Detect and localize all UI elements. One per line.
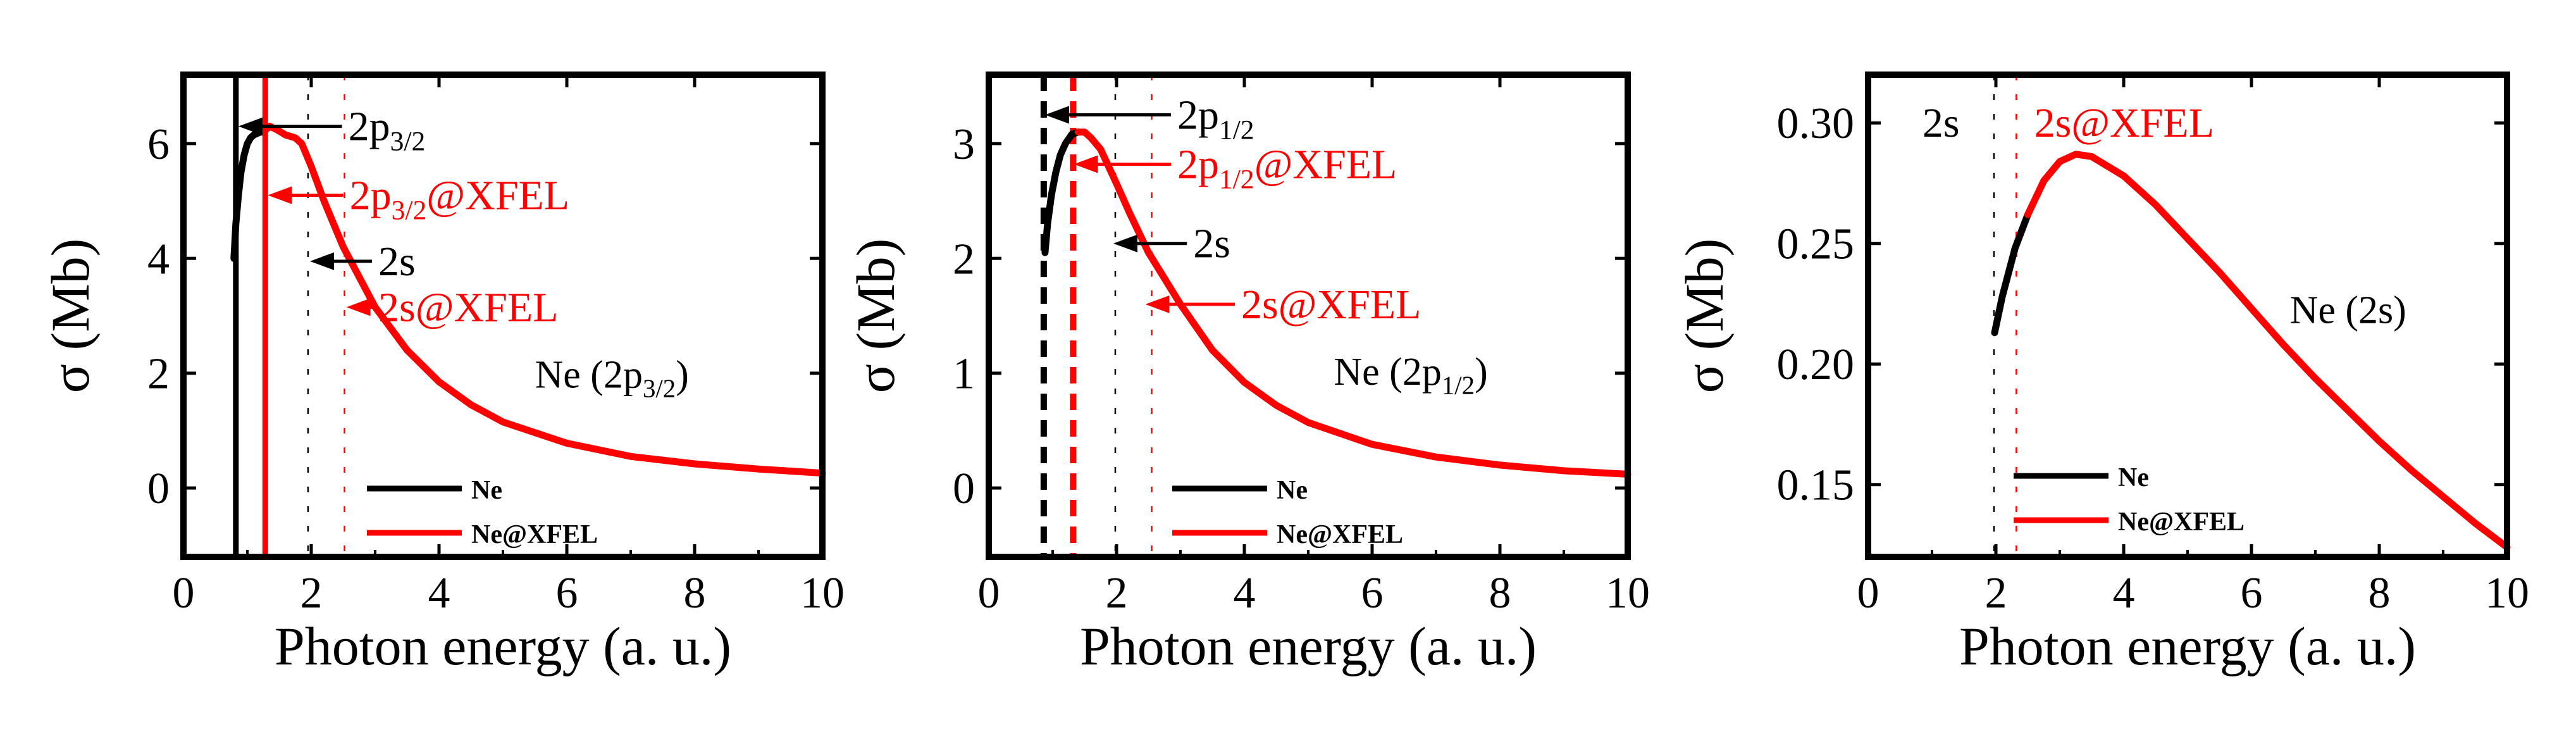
plot2-xtick-label-3: 6 [1361,569,1384,618]
plot2-ytick-label-0: 0 [953,464,975,513]
plot3-xtick-label-3: 6 [2241,569,2263,618]
plot3-frame [1865,72,2510,560]
plot2-ytick-label-1: 1 [953,350,975,399]
plot1-xtick-label-1: 2 [300,569,323,618]
plot2-legend-label-0: Ne [1277,476,1308,505]
plot2-ytick-label-2: 2 [953,235,975,284]
plot1-annotation-1-base: 2p [350,173,392,219]
plot1-annotation-1-sub: 3/2 [392,195,427,225]
plot2-annotation-1-sub: 1/2 [1219,164,1254,194]
plot1-annotation-1: 2p3/2@XFEL [350,173,569,226]
plot3-series-ne-xfel [2024,151,2511,551]
plot1-legend-label-0: Ne [471,476,502,505]
plot2-annotation-0-sub: 1/2 [1219,115,1254,145]
plot1-annotation-3: 2s@XFEL [378,284,558,330]
plot1-series-ne-xfel [259,123,826,477]
plot2-inset-label-suffix: ) [1475,351,1488,394]
plot2-arrow-head-2 [1113,234,1137,252]
plot2-series-ne-xfel [1074,128,1632,478]
plot1-arrow-head-3 [346,298,371,316]
plot2-ytick-label-3: 3 [953,120,975,169]
plot2-inset-label-sub: 1/2 [1442,371,1475,400]
plot3-inset-label: Ne (2s) [2290,289,2406,332]
plot1-xtick-label-5: 10 [800,569,845,618]
plot2-xtick-label-1: 2 [1106,569,1128,618]
plot3-xtick-label-0: 0 [1857,569,1879,618]
plot1-xtick-label-2: 4 [428,569,450,618]
plot1-ytick-label-0: 0 [147,464,170,513]
plot3-xtick-label-5: 10 [2485,569,2529,618]
plot2-arrow-head-3 [1145,295,1170,313]
plot3-xtick-label-1: 2 [1985,569,2007,618]
plot1-inset-label-sub: 3/2 [643,374,676,402]
plot1-arrow-head-0 [238,117,263,135]
plot2-annotation-1-suffix: @XFEL [1254,142,1397,188]
plot2-annotation-2-base: 2s [1193,221,1230,267]
plot3-annotation-1: 2s@XFEL [2034,100,2214,146]
plot3-ytick-label-1: 0.20 [1777,340,1855,389]
plot3-annotation-0: 2s [1923,100,1960,146]
plot1-legend-label-1: Ne@XFEL [471,520,598,549]
plot1-xlabel: Photon energy (a. u.) [275,616,731,676]
plot3-legend-label-1: Ne@XFEL [2118,508,2245,537]
plot1-ytick-label-1: 2 [147,350,170,399]
plot1-inset-label: Ne (2p3/2) [535,353,689,402]
plot1-xtick-label-3: 6 [556,569,578,618]
plot3-xtick-label-4: 8 [2369,569,2391,618]
plot1-xtick-label-4: 8 [684,569,706,618]
plot1-annotation-0-sub: 3/2 [390,126,426,156]
plot3-xlabel: Photon energy (a. u.) [1959,616,2416,676]
plot3-annotation-1-base: 2s@XFEL [2034,100,2214,146]
plot3-legend-label-0: Ne [2118,463,2149,492]
plot2-ylabel: σ (Mb) [845,239,906,394]
plot3-xtick-label-2: 4 [2113,569,2135,618]
plot2-annotation-2: 2s [1193,221,1230,267]
plot2-xtick-label-5: 10 [1606,569,1650,618]
plot3-inset-label-base: Ne (2s) [2290,289,2406,332]
plot3-ytick-label-2: 0.25 [1777,220,1855,269]
plot3-ylabel: σ (Mb) [1674,239,1735,394]
plot2-arrow-head-0 [1044,106,1069,124]
plot1-arrow-head-2 [309,252,334,270]
plot2-annotation-1-base: 2p [1177,142,1219,188]
plot1-annotation-1-suffix: @XFEL [426,173,569,219]
plot3-ytick-label-0: 0.15 [1777,461,1855,510]
plot3-series-ne [1991,211,2031,337]
plot2-legend-label-1: Ne@XFEL [1277,520,1403,549]
plot2-xtick-label-2: 4 [1234,569,1256,618]
plot1-inset-label-suffix: ) [676,353,689,396]
plot1-arrow-head-1 [268,186,292,204]
plot2-arrow-head-1 [1074,155,1098,173]
plot1-ylabel: σ (Mb) [40,239,101,394]
plot1-annotation-2-base: 2s [378,239,416,285]
plot1-ytick-label-3: 6 [147,120,170,169]
plot2-annotation-3: 2s@XFEL [1241,282,1421,328]
plot2-annotation-3-base: 2s@XFEL [1241,282,1421,328]
plot1-annotation-2: 2s [378,239,416,285]
plot2-xtick-label-4: 8 [1489,569,1511,618]
plot2-inset-label: Ne (2p1/2) [1334,351,1487,400]
plot2-annotation-0: 2p1/2 [1177,92,1254,146]
plot1-inset-label-base: Ne (2p [535,353,643,396]
plot2-inset-label-base: Ne (2p [1334,351,1441,394]
plot1-series-ne [230,128,267,262]
plot1-annotation-0-base: 2p [349,104,390,150]
plot3-annotation-0-base: 2s [1923,100,1960,146]
plot2-annotation-0-base: 2p [1177,92,1219,139]
plot1-annotation-0: 2p3/2 [349,104,426,157]
plot3-ytick-label-3: 0.30 [1777,99,1855,148]
plot1-ytick-label-2: 4 [147,235,170,284]
plot1-annotation-3-base: 2s@XFEL [378,284,558,330]
plot2-annotation-1: 2p1/2@XFEL [1177,142,1397,195]
plot2-xtick-label-0: 0 [978,569,1000,618]
plot1-xtick-label-0: 0 [173,569,195,618]
plot2-xlabel: Photon energy (a. u.) [1080,616,1537,676]
plot2-series-ne [1041,128,1082,256]
